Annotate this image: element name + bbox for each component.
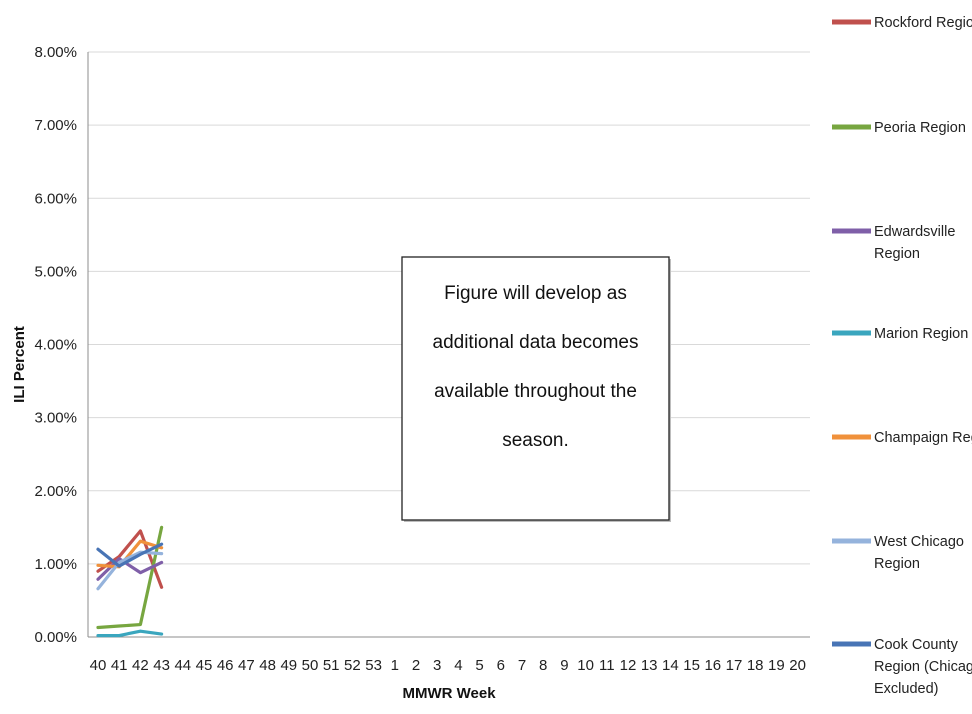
legend-label-7: Excluded) xyxy=(874,681,938,697)
legend-label-7: Cook County xyxy=(874,637,959,653)
x-tick-label: 10 xyxy=(577,657,594,674)
annotation-text-line: Figure will develop as xyxy=(444,283,627,304)
y-tick-label: 0.00% xyxy=(34,629,77,646)
series-line-4 xyxy=(96,629,164,638)
y-axis-title: ILI Percent xyxy=(11,326,28,403)
legend-label-6: West Chicago xyxy=(874,534,964,550)
series-line-1 xyxy=(96,529,164,589)
legend-label-4: Marion Region xyxy=(874,326,968,342)
y-tick-label: 6.00% xyxy=(34,190,77,207)
x-tick-label: 12 xyxy=(620,657,637,674)
x-tick-label: 18 xyxy=(747,657,764,674)
annotation-box xyxy=(401,256,670,521)
x-tick-label: 50 xyxy=(302,657,319,674)
y-tick-label: 5.00% xyxy=(34,263,77,280)
x-tick-label: 46 xyxy=(217,657,234,674)
x-tick-label: 5 xyxy=(475,657,483,674)
x-tick-label: 43 xyxy=(153,657,170,674)
x-tick-label: 6 xyxy=(497,657,505,674)
x-tick-label: 49 xyxy=(280,657,297,674)
annotation-text-line: available throughout the xyxy=(434,381,637,402)
series-line-3 xyxy=(96,557,164,581)
x-tick-label: 8 xyxy=(539,657,547,674)
x-tick-label: 44 xyxy=(174,657,191,674)
x-tick-label: 17 xyxy=(726,657,743,674)
y-tick-label: 8.00% xyxy=(34,44,77,61)
y-tick-label: 1.00% xyxy=(34,556,77,573)
legend-label-3: Region xyxy=(874,246,920,262)
legend-label-7: Region (Chicago xyxy=(874,659,972,675)
x-tick-label: 7 xyxy=(518,657,526,674)
x-tick-label: 45 xyxy=(196,657,213,674)
x-tick-label: 53 xyxy=(365,657,382,674)
x-tick-label: 42 xyxy=(132,657,149,674)
y-tick-label: 3.00% xyxy=(34,410,77,427)
x-axis-title: MMWR Week xyxy=(402,685,496,702)
legend-label-5: Champaign Region xyxy=(874,430,972,446)
legend-label-2: Peoria Region xyxy=(874,120,966,136)
x-tick-label: 41 xyxy=(111,657,128,674)
x-tick-label: 13 xyxy=(641,657,658,674)
x-tick-label: 9 xyxy=(560,657,568,674)
x-tick-label: 16 xyxy=(704,657,721,674)
annotation-text-line: additional data becomes xyxy=(433,332,639,353)
x-tick-label: 11 xyxy=(599,657,615,674)
x-tick-label: 52 xyxy=(344,657,361,674)
series-line-7 xyxy=(96,542,164,568)
x-tick-label: 19 xyxy=(768,657,785,674)
legend-label-1: Rockford Region xyxy=(874,15,972,31)
x-tick-label: 3 xyxy=(433,657,441,674)
legend-label-3: Edwardsville xyxy=(874,224,955,240)
y-tick-label: 4.00% xyxy=(34,337,77,354)
series-line-6 xyxy=(96,550,164,591)
x-tick-label: 20 xyxy=(789,657,806,674)
series-line-5 xyxy=(96,539,164,569)
y-tick-label: 7.00% xyxy=(34,117,77,134)
series-line-2 xyxy=(96,525,164,630)
x-tick-label: 4 xyxy=(454,657,462,674)
x-tick-label: 51 xyxy=(323,657,340,674)
x-tick-label: 15 xyxy=(683,657,700,674)
x-tick-label: 2 xyxy=(412,657,420,674)
x-tick-label: 1 xyxy=(391,657,399,674)
x-tick-label: 47 xyxy=(238,657,255,674)
y-tick-label: 2.00% xyxy=(34,483,77,500)
legend-label-6: Region xyxy=(874,556,920,572)
annotation-text-line: season. xyxy=(502,430,569,451)
x-tick-label: 48 xyxy=(259,657,276,674)
x-tick-label: 14 xyxy=(662,657,679,674)
x-tick-label: 40 xyxy=(90,657,107,674)
